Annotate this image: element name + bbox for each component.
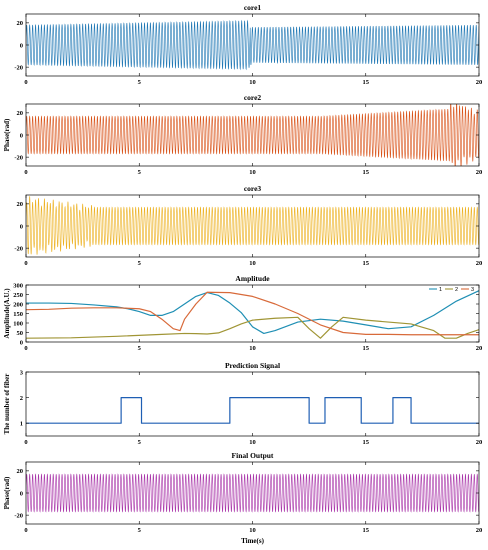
y-tick-label: 0 — [20, 132, 23, 139]
panel-title: core2 — [244, 93, 262, 102]
y-tick-label: -20 — [14, 154, 23, 161]
x-tick-label: 5 — [138, 527, 142, 534]
signal-line — [26, 196, 479, 255]
x-tick-label: 20 — [476, 345, 483, 352]
x-tick-label: 15 — [363, 439, 370, 446]
legend-label-1: 1 — [439, 287, 442, 293]
x-tick-label: 10 — [249, 439, 256, 446]
x-tick-label: 0 — [24, 260, 27, 267]
series-line-1 — [26, 290, 479, 335]
x-tick-label: 0 — [24, 345, 27, 352]
x-tick-label: 15 — [363, 79, 370, 86]
plot-area — [26, 104, 479, 166]
x-tick-label: 10 — [249, 527, 256, 534]
x-tick-label: 10 — [249, 345, 256, 352]
x-tick-label: 20 — [476, 260, 483, 267]
y-tick-label: 1 — [20, 421, 23, 428]
plot-area — [26, 290, 479, 339]
x-tick-label: 0 — [24, 169, 27, 176]
signal-line — [26, 19, 479, 71]
y-axis-label: Phase(rad) — [3, 476, 11, 509]
panel-3: core3 0 5 10 15 20 20 0 -20 — [14, 184, 482, 267]
y-tick-label: 0 — [20, 339, 23, 346]
y-tick-label: 300 — [13, 282, 23, 289]
legend-label-2: 2 — [455, 287, 458, 293]
y-tick-label: 0 — [20, 42, 23, 49]
plot-area — [26, 196, 479, 255]
legend: 1 2 3 — [429, 287, 474, 293]
x-tick-label: 10 — [249, 260, 256, 267]
x-tick-label: 20 — [476, 79, 483, 86]
series-line-3 — [26, 291, 479, 336]
x-tick-label: 5 — [138, 169, 142, 176]
plot-area — [26, 473, 479, 513]
x-tick-label: 15 — [363, 345, 370, 352]
y-tick-label: 50 — [17, 330, 24, 337]
y-tick-label: 100 — [13, 320, 23, 327]
x-tick-label: 0 — [24, 527, 27, 534]
panel-title: Amplitude — [235, 274, 270, 283]
y-tick-label: -20 — [14, 245, 23, 252]
y-tick-label: 0 — [20, 490, 23, 497]
panel-title: core3 — [244, 184, 262, 193]
x-tick-label: 20 — [476, 169, 483, 176]
y-tick-label: 3 — [20, 369, 24, 376]
x-tick-label: 0 — [24, 439, 27, 446]
y-tick-label: 0 — [20, 223, 23, 230]
panel-4: Amplitude 0 5 10 15 20 300 250 200 150 100 50 0 Ampli… — [3, 274, 482, 352]
panel-title: Prediction Signal — [225, 361, 280, 370]
x-tick-label: 15 — [363, 169, 370, 176]
x-tick-label: 10 — [249, 169, 256, 176]
legend-label-3: 3 — [471, 287, 474, 293]
y-tick-label: 2 — [20, 395, 23, 402]
x-tick-label: 5 — [138, 345, 142, 352]
x-tick-label: 5 — [138, 79, 142, 86]
panel-title: core1 — [244, 3, 262, 12]
x-tick-label: 20 — [476, 439, 483, 446]
y-axis-label: The number of fiber — [3, 374, 11, 435]
panel-1: core1 0 5 10 15 20 20 0 -20 — [14, 3, 482, 86]
series-line-2 — [26, 316, 479, 339]
x-tick-label: 5 — [138, 439, 142, 446]
x-tick-label: 0 — [24, 79, 27, 86]
panel-5: Prediction Signal 0 5 10 15 20 3 2 1 The number o… — [3, 361, 482, 446]
y-tick-label: -20 — [14, 512, 23, 519]
axes-frame — [25, 284, 480, 343]
x-tick-label: 15 — [363, 527, 370, 534]
signal-line — [26, 473, 479, 513]
x-tick-label: 5 — [138, 260, 142, 267]
plot-area — [26, 397, 479, 424]
x-tick-label: 15 — [363, 260, 370, 267]
y-tick-label: 250 — [13, 292, 23, 299]
y-tick-label: 20 — [17, 201, 24, 208]
y-tick-label: 200 — [13, 301, 23, 308]
y-axis-label: Amplitude(A.U.) — [3, 288, 11, 339]
panel-title: Final Output — [232, 451, 274, 460]
signal-line — [26, 104, 479, 166]
y-tick-label: 150 — [13, 311, 23, 318]
y-tick-label: 20 — [17, 110, 24, 117]
y-tick-label: -20 — [14, 64, 23, 71]
x-tick-label: 20 — [476, 527, 483, 534]
plot-area — [26, 19, 479, 71]
series-line-1 — [26, 397, 479, 424]
x-tick-label: 10 — [249, 79, 256, 86]
y-tick-label: 20 — [17, 20, 24, 27]
y-tick-label: 20 — [17, 468, 24, 475]
y-axis-label: Phase(rad) — [3, 118, 11, 151]
x-axis-label: Time(s) — [241, 537, 264, 545]
